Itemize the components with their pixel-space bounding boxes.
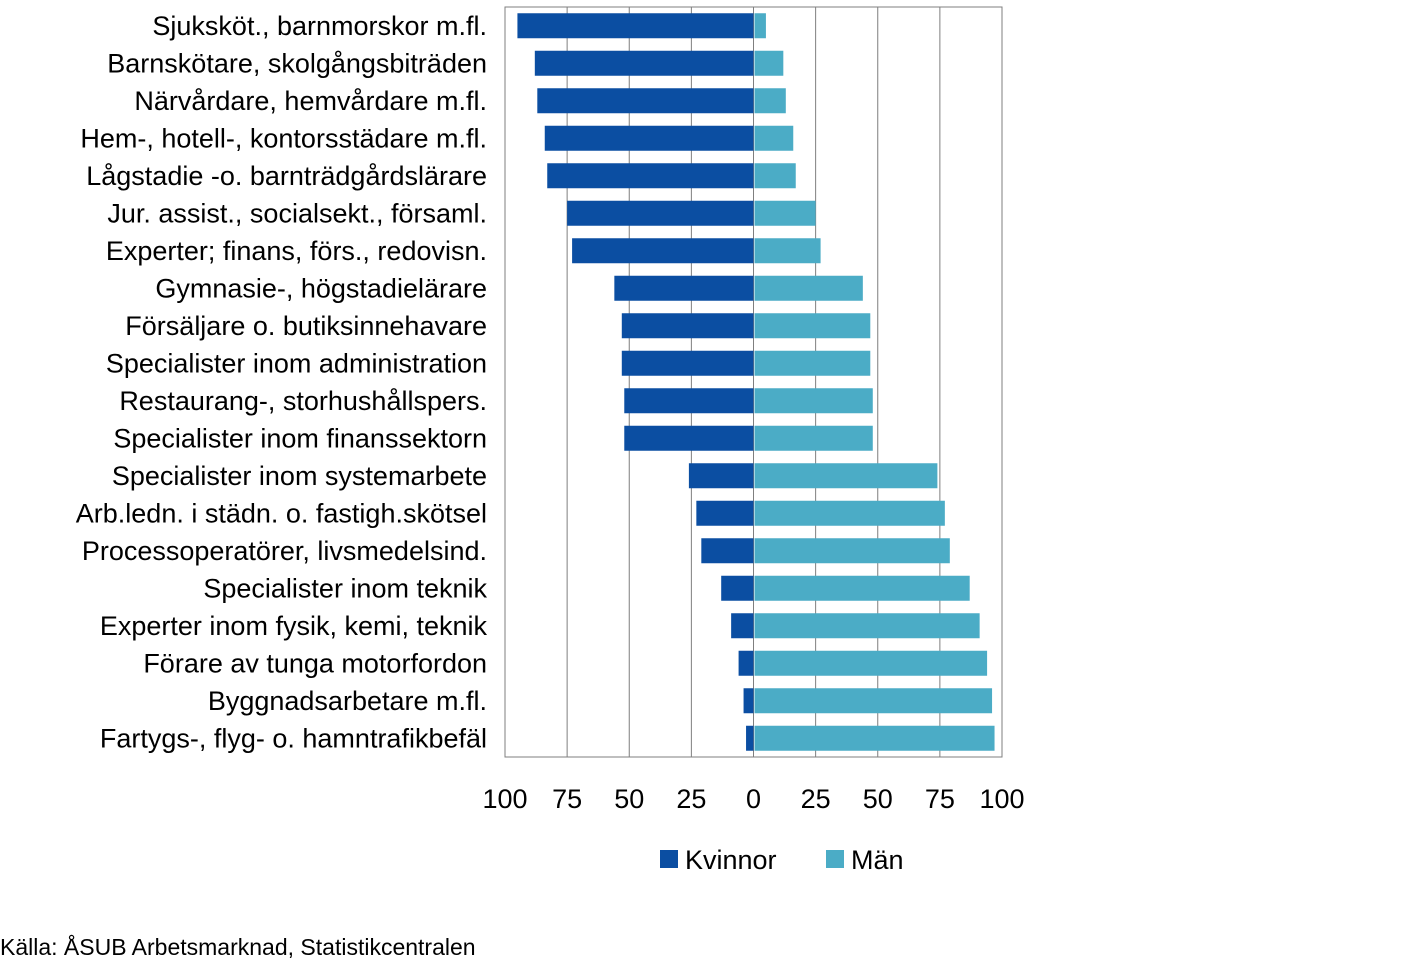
x-axis-tick-labels: 100 75 50 25 0 25 50 75 100	[482, 784, 1024, 814]
bar-kvinnor-5	[567, 200, 754, 226]
bar-kvinnor-3	[544, 125, 754, 151]
category-label-11: Specialister inom finanssektorn	[113, 423, 487, 453]
bar-man-8	[754, 313, 871, 339]
legend-man-label: Män	[851, 845, 904, 875]
legend-kvinnor: Kvinnor	[660, 845, 777, 875]
category-label-13: Arb.ledn. i städn. o. fastigh.skötsel	[76, 498, 487, 528]
bar-kvinnor-9	[621, 350, 754, 376]
legend-man-swatch	[826, 850, 844, 868]
bar-kvinnor-16	[731, 613, 754, 639]
category-label-8: Försäljare o. butiksinnehavare	[125, 311, 487, 341]
category-label-14: Processoperatörer, livsmedelsind.	[82, 536, 487, 566]
bar-man-1	[754, 50, 784, 76]
bar-man-0	[754, 13, 766, 39]
bar-kvinnor-18	[743, 688, 754, 714]
bar-kvinnor-7	[614, 275, 754, 301]
x-tick-label-0: 100	[482, 784, 527, 814]
bar-kvinnor-4	[547, 163, 754, 189]
category-label-0: Sjuksköt., barnmorskor m.fl.	[152, 11, 487, 41]
bar-man-13	[754, 500, 945, 526]
bar-man-6	[754, 238, 821, 264]
category-label-15: Specialister inom teknik	[203, 573, 487, 603]
bars	[517, 13, 995, 751]
category-label-12: Specialister inom systemarbete	[112, 461, 487, 491]
bar-man-17	[754, 650, 988, 676]
bar-man-14	[754, 538, 950, 564]
bar-kvinnor-14	[701, 538, 754, 564]
bar-kvinnor-19	[746, 725, 754, 751]
gridlines	[566, 7, 941, 757]
bar-kvinnor-17	[738, 650, 754, 676]
plot-frame	[504, 6, 1003, 758]
bar-man-12	[754, 463, 938, 489]
x-tick-label-5: 25	[801, 784, 831, 814]
category-label-16: Experter inom fysik, kemi, teknik	[100, 611, 488, 641]
category-label-19: Fartygs-, flyg- o. hamntrafikbefäl	[100, 723, 487, 753]
x-tick-label-8: 100	[979, 784, 1024, 814]
category-label-1: Barnskötare, skolgångsbiträden	[107, 48, 487, 78]
bar-kvinnor-15	[721, 575, 754, 601]
x-tick-label-6: 50	[863, 784, 893, 814]
category-labels: Sjuksköt., barnmorskor m.fl. Barnskötare,…	[76, 11, 488, 754]
bar-man-10	[754, 388, 873, 414]
bar-man-4	[754, 163, 796, 189]
bar-man-16	[754, 613, 980, 639]
legend-man: Män	[826, 845, 904, 875]
bar-man-15	[754, 575, 970, 601]
x-tick-label-1: 75	[552, 784, 582, 814]
bar-man-5	[754, 200, 816, 226]
bar-kvinnor-1	[534, 50, 754, 76]
bar-man-9	[754, 350, 871, 376]
x-tick-label-2: 50	[614, 784, 644, 814]
legend: Kvinnor Män	[660, 845, 904, 875]
bar-kvinnor-13	[696, 500, 754, 526]
category-label-18: Byggnadsarbetare m.fl.	[208, 686, 487, 716]
category-label-10: Restaurang-, storhushållspers.	[119, 386, 487, 416]
bar-kvinnor-8	[621, 313, 754, 339]
bar-man-3	[754, 125, 794, 151]
category-label-17: Förare av tunga motorfordon	[143, 648, 487, 678]
bar-kvinnor-2	[537, 88, 754, 114]
bar-kvinnor-6	[572, 238, 754, 264]
source-note: Källa: ÅSUB Arbetsmarknad, Statistikcent…	[0, 934, 476, 960]
category-label-6: Experter; finans, förs., redovisn.	[106, 236, 487, 266]
category-label-3: Hem-, hotell-, kontorsstädare m.fl.	[80, 123, 487, 153]
x-tick-label-7: 75	[925, 784, 955, 814]
bar-man-19	[754, 725, 995, 751]
bar-kvinnor-10	[624, 388, 754, 414]
x-tick-label-4: 0	[746, 784, 761, 814]
legend-kvinnor-label: Kvinnor	[685, 845, 777, 875]
diverging-bar-chart: Sjuksköt., barnmorskor m.fl. Barnskötare,…	[76, 6, 1025, 875]
x-tick-label-3: 25	[676, 784, 706, 814]
category-label-4: Lågstadie -o. barnträdgårdslärare	[86, 161, 487, 191]
legend-kvinnor-swatch	[660, 850, 678, 868]
category-label-7: Gymnasie-, högstadielärare	[155, 273, 487, 303]
bar-man-7	[754, 275, 863, 301]
category-label-5: Jur. assist., socialsekt., församl.	[107, 198, 487, 228]
bar-kvinnor-11	[624, 425, 754, 451]
category-label-2: Närvårdare, hemvårdare m.fl.	[134, 86, 487, 116]
category-label-9: Specialister inom administration	[106, 348, 487, 378]
bar-kvinnor-12	[688, 463, 754, 489]
bar-kvinnor-0	[517, 13, 754, 39]
bar-man-2	[754, 88, 786, 114]
bar-man-18	[754, 688, 993, 714]
bar-man-11	[754, 425, 873, 451]
